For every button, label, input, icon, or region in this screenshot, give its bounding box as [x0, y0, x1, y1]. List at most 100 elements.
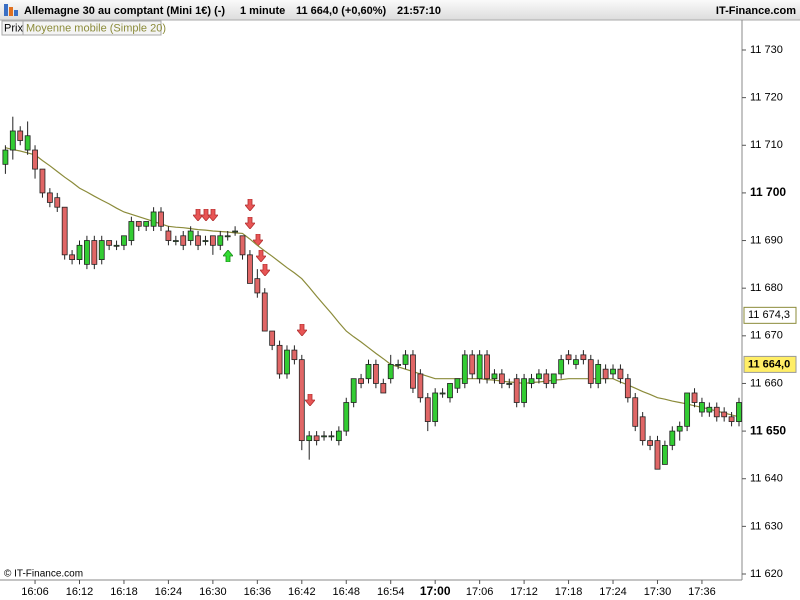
candle-body [261, 292, 268, 332]
candle-body [536, 373, 542, 380]
candle-body [491, 373, 498, 380]
site: IT-Finance.com [716, 5, 796, 17]
candle-body [32, 149, 38, 170]
candle-body [254, 278, 261, 294]
candle-body [380, 383, 387, 394]
candle-body [476, 354, 483, 380]
price-marker-label: 11 674,3 [748, 309, 790, 321]
candle-body [699, 402, 705, 413]
candle-body [410, 354, 416, 389]
candle-body [276, 344, 283, 375]
instrument: Allemagne 30 au comptant (Mini 1€) (-) [24, 5, 225, 17]
candle-body [217, 235, 224, 246]
y-tick-label: 11 680 [750, 282, 783, 294]
candle-body [706, 406, 713, 413]
y-tick-label: 11 710 [750, 139, 783, 151]
candle-body [721, 411, 728, 418]
candle-body [291, 349, 298, 361]
x-tick-label: 16:30 [199, 586, 227, 598]
candle-body [728, 416, 735, 422]
copyright: © IT-Finance.com [4, 569, 83, 580]
x-tick-label: 17:06 [466, 586, 494, 598]
candle-body [358, 378, 364, 384]
candle-body [639, 416, 646, 442]
x-tick-label: 16:48 [332, 586, 360, 598]
candle-body [172, 240, 179, 242]
candle-body [284, 349, 290, 375]
candle-body [61, 206, 68, 256]
candle-body [343, 402, 350, 432]
y-tick-label: 11 640 [750, 473, 783, 485]
candle-body [224, 235, 231, 238]
candle-body [624, 378, 631, 399]
candle-body [387, 363, 394, 380]
candle-body [513, 378, 520, 403]
candle-body [498, 373, 505, 384]
candle-body [202, 240, 209, 242]
candle-body [54, 197, 61, 208]
candle-body [121, 235, 127, 246]
candle-body [565, 354, 572, 361]
candle-body [713, 406, 720, 418]
y-tick-label: 11 650 [750, 423, 786, 437]
candle-body [573, 359, 579, 365]
legend-price: Prix [4, 22, 23, 34]
candle-body [135, 221, 142, 227]
header-bar [0, 0, 800, 20]
candle-body [98, 240, 105, 261]
y-tick-label: 11 720 [750, 92, 783, 104]
x-tick-label: 16:42 [288, 586, 316, 598]
x-tick-label: 17:00 [420, 584, 451, 598]
candle-body [17, 130, 24, 141]
candle-body [247, 254, 253, 284]
x-tick-label: 17:24 [599, 586, 627, 598]
x-tick-label: 16:12 [66, 586, 94, 598]
x-tick-label: 17:18 [555, 586, 583, 598]
candle-body [239, 235, 246, 256]
legend-box [22, 20, 162, 36]
candle-body [417, 373, 424, 399]
candle-body [461, 354, 468, 384]
candle-body [632, 397, 639, 427]
candle-body [165, 230, 172, 241]
candle-body [106, 240, 113, 246]
candle-body [484, 354, 490, 380]
candle-body [69, 254, 75, 261]
candle-body [232, 230, 239, 233]
candle-body [602, 368, 609, 380]
candle-body [654, 440, 661, 470]
time: 21:57:10 [397, 5, 441, 17]
candle-body [372, 363, 379, 384]
candle-body [335, 430, 342, 442]
candle-body [432, 392, 439, 422]
candle-body [595, 363, 602, 384]
candle-body [328, 435, 335, 438]
candle-body [528, 378, 535, 384]
candle-body [661, 444, 668, 465]
candle-body [691, 392, 698, 403]
x-tick-label: 16:36 [244, 586, 272, 598]
x-tick-label: 17:12 [510, 586, 538, 598]
y-tick-label: 11 700 [750, 185, 786, 199]
candle-body [350, 378, 357, 403]
candle-body [76, 244, 83, 261]
legend-ma: Moyenne mobile (Simple 20) [26, 22, 166, 34]
candle-body [91, 240, 98, 265]
price-marker-label: 11 664,0 [748, 358, 790, 370]
candle-body [469, 354, 476, 375]
candle-body [521, 378, 527, 403]
candle-body [313, 435, 320, 442]
candle-body [143, 221, 150, 227]
candle-body [158, 211, 164, 227]
candle-body [647, 440, 653, 446]
candle-body [180, 235, 187, 246]
logo [4, 4, 18, 16]
candle-body [669, 430, 676, 446]
quote: 11 664,0 (+0,60%) [296, 5, 387, 17]
x-tick-label: 16:18 [110, 586, 138, 598]
x-tick-label: 17:30 [644, 586, 672, 598]
candle-body [402, 354, 409, 365]
candle-body [684, 392, 691, 427]
candle-body [84, 240, 90, 265]
candle-body [321, 435, 327, 438]
